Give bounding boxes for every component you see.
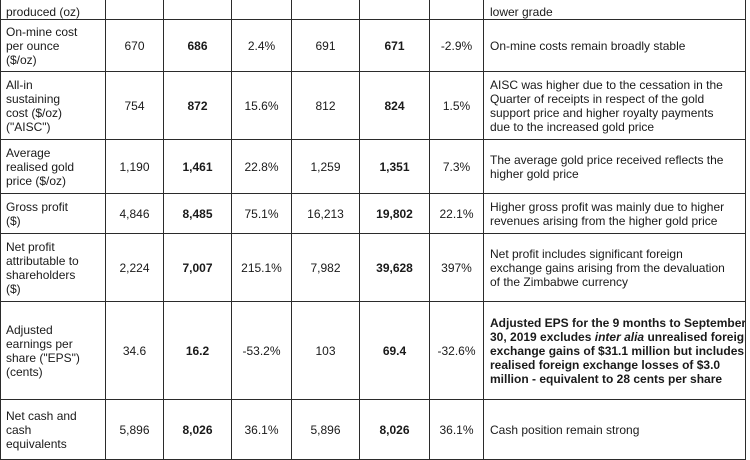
cell-value [291, 0, 360, 20]
cell-value: -53.2% [231, 301, 292, 400]
cell-value: 691 [291, 19, 360, 72]
cell-value: 22.8% [231, 139, 292, 194]
cell-value [359, 0, 430, 20]
cell-value: 15.6% [231, 71, 292, 140]
cell-value: 8,485 [163, 193, 232, 234]
row-comment: The average gold price received reflects… [483, 139, 746, 194]
cell-value [105, 0, 164, 20]
row-comment: AISC was higher due to the cessation in … [483, 71, 746, 140]
cell-value: 34.6 [105, 301, 164, 400]
cell-value: 1,259 [291, 139, 360, 194]
cell-value: 69.4 [359, 301, 430, 400]
row-label: On-mine cost per ounce ($/oz) [0, 19, 106, 72]
cell-value: 36.1% [231, 399, 292, 460]
cell-value: 812 [291, 71, 360, 140]
row-label: produced (oz) [0, 0, 106, 20]
cell-value: 2.4% [231, 19, 292, 72]
cell-value: -32.6% [429, 301, 484, 400]
cell-value [429, 0, 484, 20]
cell-value: 75.1% [231, 193, 292, 234]
cell-value: 397% [429, 233, 484, 302]
cell-value: 16.2 [163, 301, 232, 400]
row-comment: lower grade [483, 0, 746, 20]
row-comment: Higher gross profit was mainly due to hi… [483, 193, 746, 234]
cell-value: 7,007 [163, 233, 232, 302]
cell-value: 671 [359, 19, 430, 72]
row-comment: Cash position remain strong [483, 399, 746, 460]
cell-value: 2,224 [105, 233, 164, 302]
table-row: On-mine cost per ounce ($/oz) 670 686 2.… [0, 19, 746, 72]
cell-value: 686 [163, 19, 232, 72]
cell-value: 5,896 [291, 399, 360, 460]
row-comment: On-mine costs remain broadly stable [483, 19, 746, 72]
table-row: All-in sustaining cost ($/oz) ("AISC") 7… [0, 71, 746, 140]
cell-value: 754 [105, 71, 164, 140]
cell-value: 8,026 [163, 399, 232, 460]
cell-value: 7.3% [429, 139, 484, 194]
cell-value: 824 [359, 71, 430, 140]
cell-value: 103 [291, 301, 360, 400]
table-row: Average realised gold price ($/oz) 1,190… [0, 139, 746, 194]
cell-value: 7,982 [291, 233, 360, 302]
cell-value: 1,461 [163, 139, 232, 194]
cell-value: 16,213 [291, 193, 360, 234]
row-label: All-in sustaining cost ($/oz) ("AISC") [0, 71, 106, 140]
row-comment: Adjusted EPS for the 9 months to Septemb… [483, 301, 746, 400]
cell-value: 22.1% [429, 193, 484, 234]
cell-value [231, 0, 292, 20]
cell-value: 36.1% [429, 399, 484, 460]
comment-line-with-italic: 30, 2019 excludes inter alia unrealised … [490, 329, 746, 344]
table-row: Adjusted earnings per share ("EPS") (cen… [0, 301, 746, 400]
cell-value: 1,190 [105, 139, 164, 194]
cell-value [163, 0, 232, 20]
cell-value: 8,026 [359, 399, 430, 460]
cell-value: 872 [163, 71, 232, 140]
row-label: Average realised gold price ($/oz) [0, 139, 106, 194]
cell-value: 39,628 [359, 233, 430, 302]
cell-value: 1,351 [359, 139, 430, 194]
row-label: Net cash and cash equivalents [0, 399, 106, 460]
table-row: Net profit attributable to shareholders … [0, 233, 746, 302]
row-label: Gross profit ($) [0, 193, 106, 234]
cell-value: 5,896 [105, 399, 164, 460]
row-comment: Net profit includes significant foreign … [483, 233, 746, 302]
cell-value: -2.9% [429, 19, 484, 72]
cell-value: 1.5% [429, 71, 484, 140]
cell-value: 215.1% [231, 233, 292, 302]
table-row: produced (oz) lower grade [0, 0, 746, 20]
row-label: Net profit attributable to shareholders … [0, 233, 106, 302]
table-row: Net cash and cash equivalents 5,896 8,02… [0, 399, 746, 460]
cell-value: 670 [105, 19, 164, 72]
cell-value: 19,802 [359, 193, 430, 234]
row-label: Adjusted earnings per share ("EPS") (cen… [0, 301, 106, 400]
table-row: Gross profit ($) 4,846 8,485 75.1% 16,21… [0, 193, 746, 234]
cell-value: 4,846 [105, 193, 164, 234]
